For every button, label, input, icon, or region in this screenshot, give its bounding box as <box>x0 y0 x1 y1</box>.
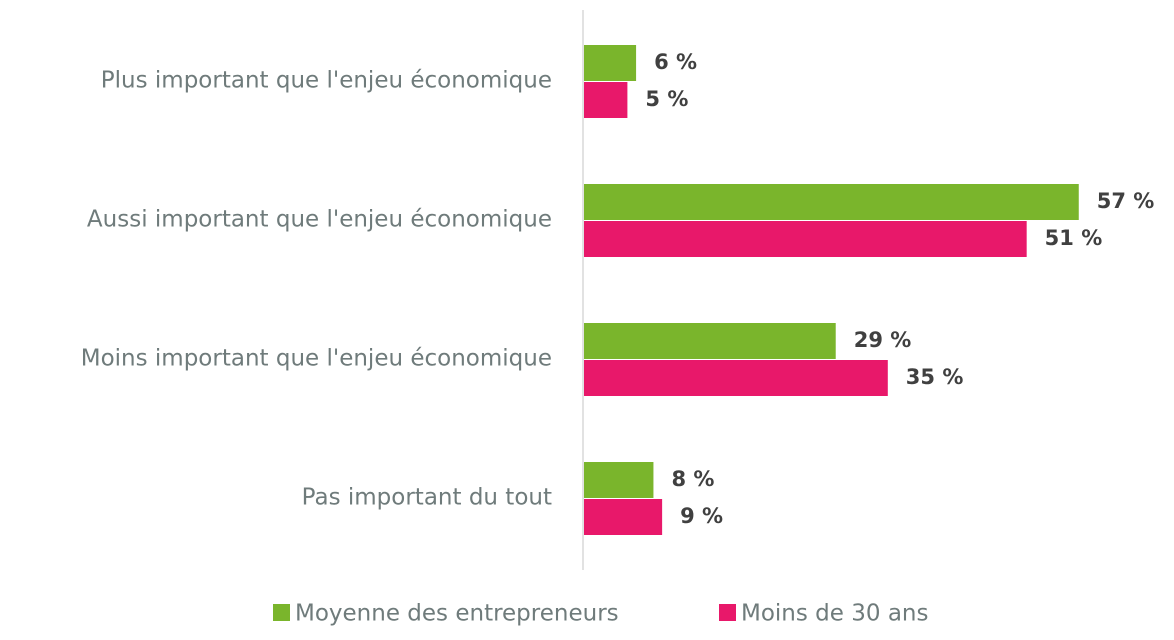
data-label: 57 % <box>1097 189 1155 213</box>
data-label: 29 % <box>854 328 912 352</box>
data-label: 51 % <box>1045 226 1103 250</box>
bar <box>584 82 628 118</box>
category-label: Plus important que l'enjeu économique <box>101 68 552 94</box>
data-label: 8 % <box>671 467 714 491</box>
bar <box>584 221 1027 257</box>
bar <box>584 184 1079 220</box>
legend-swatch <box>719 604 736 621</box>
data-label: 35 % <box>906 365 964 389</box>
category-label: Pas important du tout <box>302 485 552 511</box>
legend-label: Moyenne des entrepreneurs <box>295 601 619 627</box>
category-label: Aussi important que l'enjeu économique <box>87 207 552 233</box>
data-label: 9 % <box>680 504 723 528</box>
bar <box>584 45 637 81</box>
data-label: 5 % <box>645 87 688 111</box>
bar <box>584 360 888 396</box>
bar <box>584 499 663 535</box>
legend-label: Moins de 30 ans <box>741 601 928 627</box>
data-label: 6 % <box>654 50 697 74</box>
bar <box>584 462 654 498</box>
legend-swatch <box>273 604 290 621</box>
bar <box>584 323 836 359</box>
category-label: Moins important que l'enjeu économique <box>81 346 552 372</box>
